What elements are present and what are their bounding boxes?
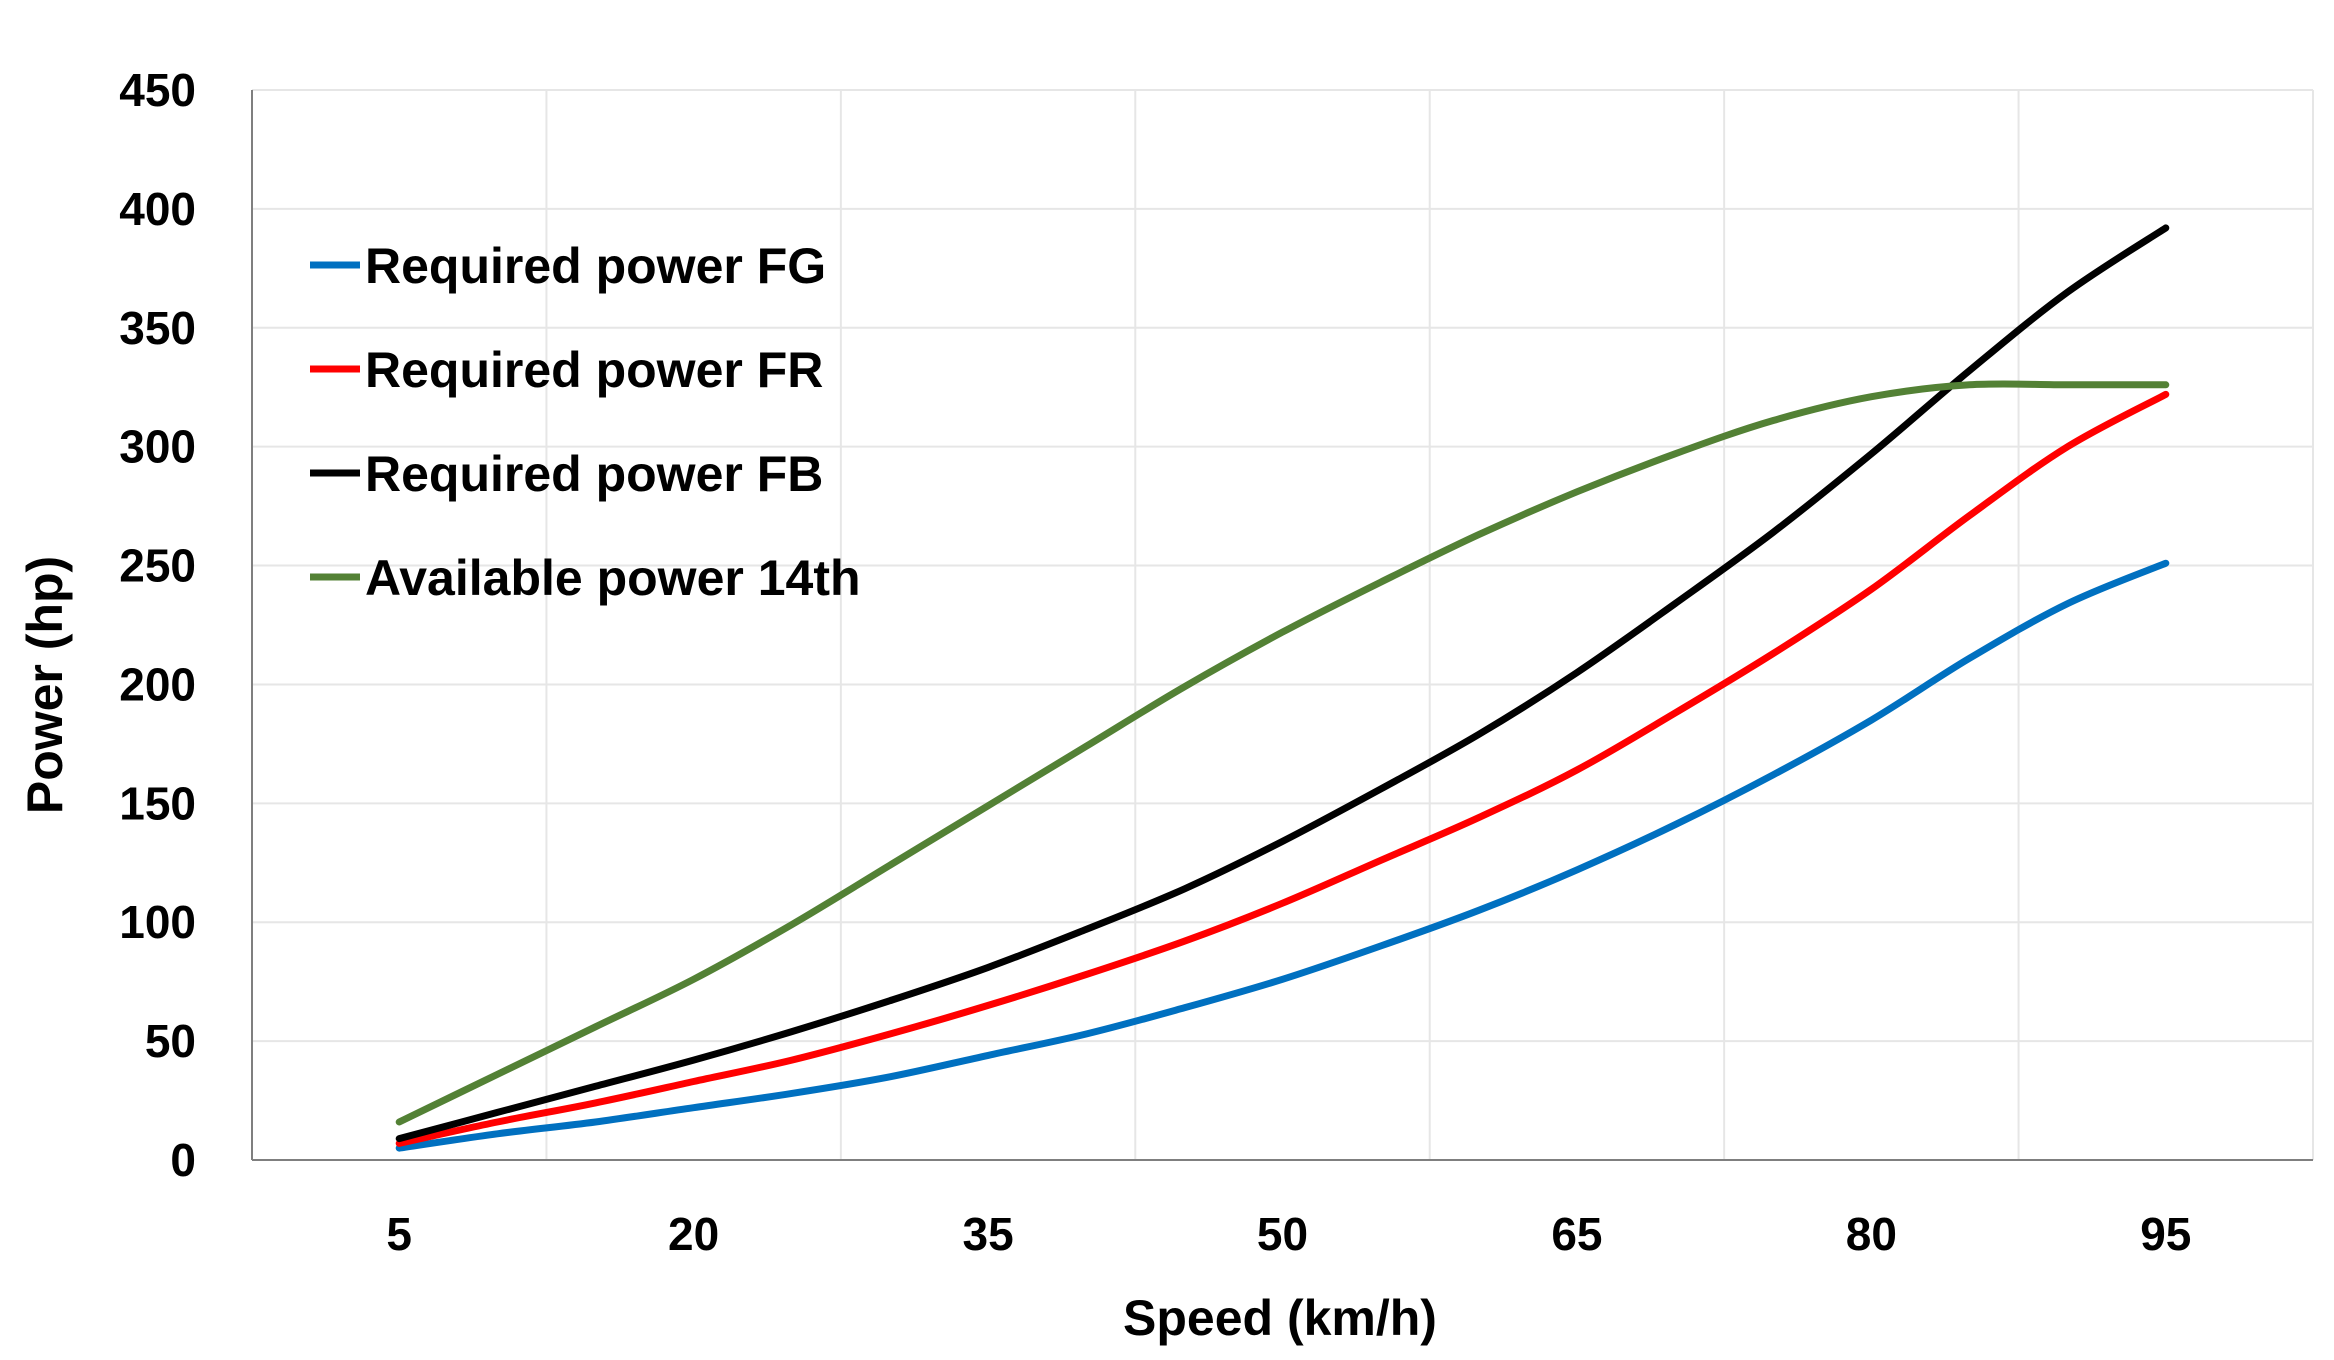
y-tick-label: 300 (119, 421, 196, 473)
series-line-available-power-14th (395, 380, 2170, 1126)
y-tick-label: 250 (119, 540, 196, 592)
y-tick-label: 50 (145, 1015, 196, 1067)
y-tick-label: 450 (119, 64, 196, 116)
series-line-required-power-fr (395, 390, 2170, 1147)
legend-label-required-power-fg: Required power FG (365, 238, 826, 294)
x-tick-label: 95 (2140, 1208, 2191, 1260)
legend-label-required-power-fr: Required power FR (365, 342, 823, 398)
x-tick-label: 80 (1846, 1208, 1897, 1260)
y-tick-label: 200 (119, 658, 196, 710)
y-tick-label: 350 (119, 302, 196, 354)
y-axis-title: Power (hp) (17, 556, 73, 814)
x-tick-labels: 5 20 35 50 65 80 95 (386, 1208, 2191, 1260)
x-axis-title: Speed (km/h) (1123, 1290, 1437, 1346)
y-tick-label: 150 (119, 777, 196, 829)
legend: Required power FG Required power FR Requir… (310, 238, 861, 606)
legend-label-required-power-fb: Required power FB (365, 446, 823, 502)
x-tick-label: 50 (1257, 1208, 1308, 1260)
y-tick-labels: 0 50 100 150 200 250 300 350 400 450 (119, 64, 196, 1186)
legend-label-available-power-14th: Available power 14th (365, 550, 861, 606)
y-tick-label: 100 (119, 896, 196, 948)
axis-layer (251, 90, 2313, 1161)
grid-layer (252, 89, 2314, 1160)
x-tick-label: 35 (962, 1208, 1013, 1260)
x-tick-label: 20 (668, 1208, 719, 1260)
y-tick-label: 0 (170, 1134, 196, 1186)
y-tick-label: 400 (119, 183, 196, 235)
x-tick-label: 5 (386, 1208, 412, 1260)
series-layer (395, 224, 2170, 1152)
series-line-required-power-fg (395, 559, 2170, 1152)
x-tick-label: 65 (1551, 1208, 1602, 1260)
series-line-required-power-fb (395, 224, 2170, 1143)
